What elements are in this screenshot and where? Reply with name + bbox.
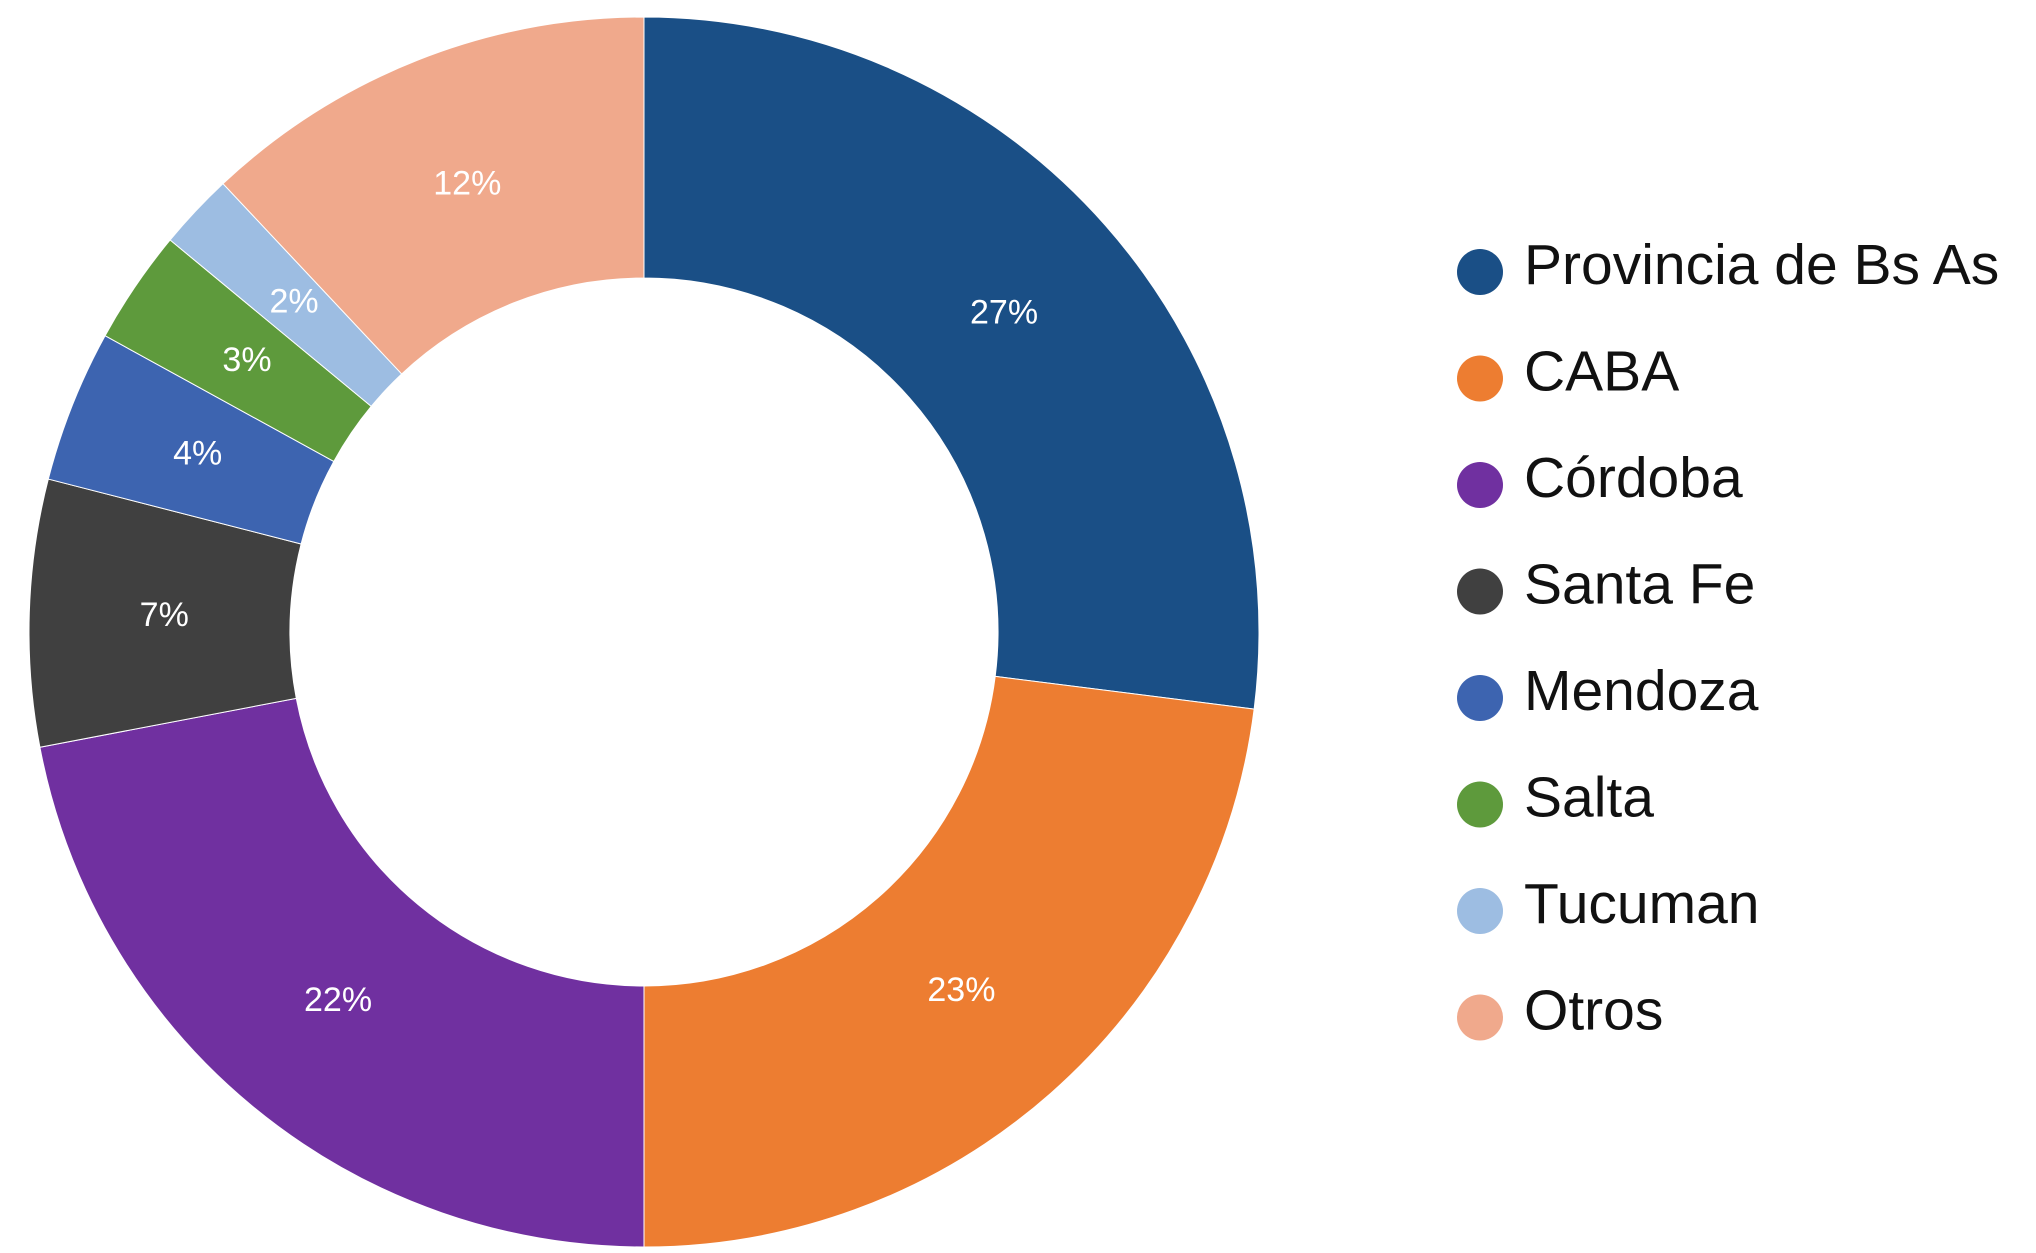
legend-swatch <box>1457 675 1503 721</box>
value-label: 12% <box>433 165 501 203</box>
legend-label: Córdoba <box>1524 446 1743 510</box>
legend-label: Provincia de Bs As <box>1524 233 1999 297</box>
donut-slice <box>643 16 1260 710</box>
value-label: 2% <box>270 282 319 320</box>
value-label: 4% <box>173 434 222 472</box>
value-label: 23% <box>927 971 995 1009</box>
legend-swatch <box>1457 568 1503 615</box>
legend-label: Mendoza <box>1524 659 1759 723</box>
donut-slice <box>39 697 645 1248</box>
legend-swatch <box>1457 249 1503 295</box>
legend-swatch <box>1457 462 1503 508</box>
value-label: 22% <box>304 981 372 1019</box>
legend-swatch <box>1457 888 1503 934</box>
legend-label: CABA <box>1524 340 1679 404</box>
legend-label: Santa Fe <box>1524 553 1755 617</box>
legend-label: Salta <box>1524 766 1654 830</box>
legend-swatch <box>1457 781 1503 828</box>
value-label: 27% <box>970 294 1038 332</box>
donut-slice <box>643 675 1255 1248</box>
value-label: 7% <box>140 596 189 634</box>
value-label: 3% <box>222 341 271 379</box>
legend-swatch <box>1457 994 1503 1041</box>
legend-label: Tucuman <box>1524 872 1760 936</box>
legend-swatch <box>1457 355 1503 402</box>
legend-label: Otros <box>1524 979 1663 1043</box>
donut-slice <box>222 16 645 375</box>
